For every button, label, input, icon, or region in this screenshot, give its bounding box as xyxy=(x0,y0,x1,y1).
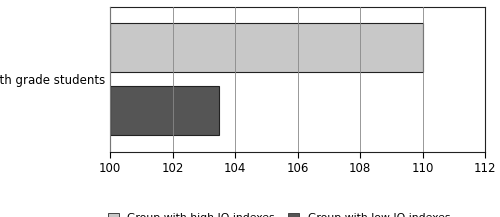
Legend: Group with high IQ indexes, Group with low IQ indexes: Group with high IQ indexes, Group with l… xyxy=(108,213,450,217)
Bar xyxy=(110,86,220,135)
Bar xyxy=(110,23,422,72)
